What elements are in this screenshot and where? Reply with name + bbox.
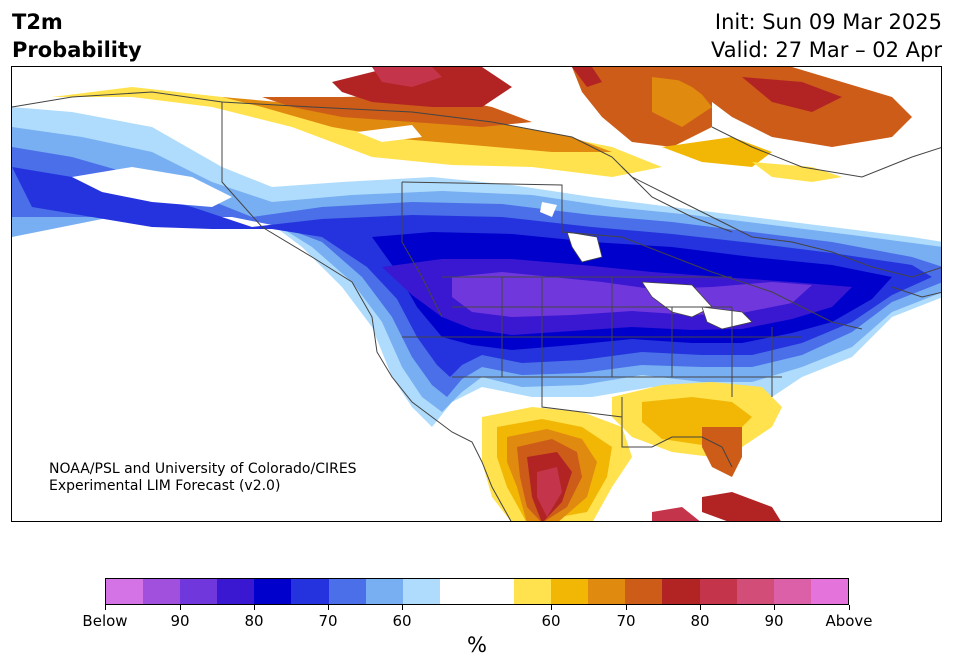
colorbar-segment: [365, 579, 403, 604]
colorbar-segment: [551, 579, 589, 604]
boundaries: [12, 91, 941, 521]
colorbar-tick-mark: [328, 605, 329, 610]
colorbar-segment: [514, 579, 552, 604]
colorbar-tick-mark: [180, 605, 181, 610]
colorbar-tick-mark: [700, 605, 701, 610]
credit-line-2: Experimental LIM Forecast (v2.0): [49, 478, 281, 494]
init-date: Init: Sun 09 Mar 2025: [714, 10, 942, 34]
colorbar-tick-mark: [105, 605, 106, 610]
colorbar-tick-label: 70: [318, 612, 338, 630]
colorbar-tick-label: 90: [764, 612, 784, 630]
colorbar-tick-mark: [774, 605, 775, 610]
title-line-2: Probability: [12, 38, 142, 62]
colorbar-segment: [180, 579, 218, 604]
credit-text: NOAA/PSL and University of Colorado/CIRE…: [49, 461, 357, 495]
colorbar-tick-mark: [849, 605, 850, 610]
forecast-dates: Init: Sun 09 Mar 2025 Valid: 27 Mar – 02…: [711, 8, 942, 64]
colorbar-segment: [254, 579, 292, 604]
colorbar-tick-mark: [551, 605, 552, 610]
probability-colorbar: [105, 578, 849, 605]
colorbar-tick-label: 90: [170, 612, 190, 630]
valid-date: Valid: 27 Mar – 02 Apr: [711, 38, 942, 62]
colorbar-tick-mark: [626, 605, 627, 610]
colorbar-tick-label: 60: [392, 612, 412, 630]
map-canvas: [12, 67, 941, 521]
south-above-region: [482, 382, 782, 521]
colorbar-segment: [217, 579, 255, 604]
colorbar-segment: [106, 579, 144, 604]
colorbar-segment: [402, 579, 440, 604]
title-line-1: T2m: [12, 10, 63, 34]
colorbar-segment: [810, 579, 848, 604]
colorbar-tick-mark: [254, 605, 255, 610]
colorbar-segment: [662, 579, 700, 604]
colorbar-segment: [625, 579, 663, 604]
colorbar-segment: [773, 579, 811, 604]
colorbar-segment: [328, 579, 366, 604]
colorbar-tick-label: 70: [616, 612, 636, 630]
colorbar-tick-label: 60: [541, 612, 561, 630]
colorbar-segment: [476, 579, 515, 604]
colorbar-tick-label: 80: [690, 612, 710, 630]
colorbar-segment: [143, 579, 181, 604]
forecast-map: [11, 66, 942, 522]
colorbar-tick-label: Below: [82, 612, 128, 630]
colorbar-segment: [291, 579, 329, 604]
credit-line-1: NOAA/PSL and University of Colorado/CIRE…: [49, 461, 357, 477]
colorbar-tick-label: 80: [244, 612, 264, 630]
colorbar-segment: [736, 579, 774, 604]
map-title: T2m Probability: [12, 8, 142, 64]
lakes: [357, 125, 753, 330]
colorbar-unit: %: [467, 633, 487, 657]
colorbar-segment: [439, 579, 477, 604]
colorbar-segment: [699, 579, 737, 604]
colorbar-tick-label: Above: [825, 612, 873, 630]
colorbar-tick-mark: [402, 605, 403, 610]
colorbar-segment: [588, 579, 626, 604]
